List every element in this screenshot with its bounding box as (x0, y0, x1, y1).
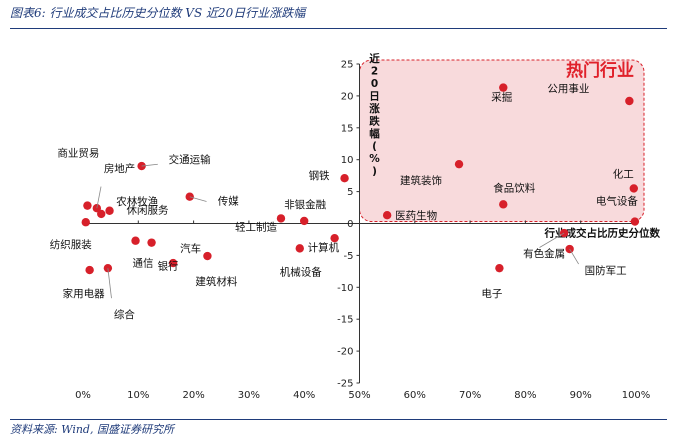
data-point (629, 184, 638, 193)
data-point (300, 216, 309, 226)
point-label: 有色金属 (523, 247, 565, 260)
point-label: 传媒 (218, 195, 239, 208)
point-label: 建筑材料 (195, 275, 237, 288)
leader-line (96, 186, 102, 209)
point-label: 通信 (133, 258, 154, 270)
y-tick-label: -25 (337, 379, 353, 390)
x-axis-title: 行业成交占比历史分位数 (544, 227, 661, 240)
point-label: 纺织服装 (50, 238, 92, 251)
leader-line (141, 163, 158, 167)
leader-line (539, 232, 565, 248)
data-point (147, 238, 156, 247)
y-tick-label: -10 (337, 283, 353, 294)
point-label: 建筑装饰 (400, 174, 442, 187)
leader-line (189, 196, 207, 202)
hot-region-layer: 热门行业 (359, 59, 645, 222)
page-title: 图表6: 行业成交占比历史分位数 VS 近20日行业涨跌幅 (10, 6, 306, 20)
point-label: 农林牧渔 (116, 195, 158, 208)
title-rule (10, 28, 667, 29)
source-note: 资料来源: Wind, 国盛证券研究所 (10, 423, 174, 436)
data-point (168, 258, 178, 268)
y-tick-label: 5 (347, 187, 353, 198)
point-label: 综合 (114, 308, 135, 321)
point-label: 采掘 (491, 91, 512, 104)
y-tick-label: 0 (347, 219, 353, 230)
data-point (625, 96, 634, 106)
x-tick-label: 20% (182, 390, 204, 401)
source-rule (10, 419, 667, 420)
point-label: 家用电器 (63, 287, 105, 300)
x-tick-label: 40% (293, 390, 315, 401)
y-tick-label: -20 (337, 347, 353, 358)
point-label: 房地产 (104, 162, 136, 175)
x-tick-label: 50% (348, 390, 370, 401)
x-tick-label: 90% (570, 390, 592, 401)
data-point (276, 214, 286, 223)
data-point (330, 233, 339, 243)
point-label: 电子 (481, 287, 502, 300)
data-point (295, 244, 304, 253)
point-label: 轻工制造 (235, 220, 277, 233)
data-point (85, 265, 94, 275)
leader-line (569, 248, 579, 265)
y-tick-label: 10 (341, 155, 354, 166)
point-label: 机械设备 (280, 265, 322, 278)
y-axis-title: 近 2 0 日涨跌幅(%) (369, 52, 380, 178)
point-label: 交通运输 (169, 153, 211, 166)
data-point (81, 218, 90, 227)
ticks-layer: 0% 10% 20% 30% 40% 50% 60% 70% 80% 90% 100% 25 20 15 1… (75, 52, 660, 401)
x-tick-label: 70% (459, 390, 481, 401)
point-label: 休闲服务 (127, 204, 169, 217)
y-tick-label: -15 (337, 315, 353, 326)
hot-region (359, 59, 645, 222)
data-point (103, 263, 113, 273)
point-label: 医药生物 (395, 209, 437, 222)
data-point (131, 236, 140, 245)
y-tick-label: 25 (341, 60, 354, 71)
data-point (495, 263, 504, 273)
point-label: 非银金融 (284, 198, 326, 211)
x-tick-label: 30% (238, 390, 260, 401)
x-tick-label: 80% (514, 390, 536, 401)
data-point (499, 200, 508, 209)
data-point (340, 174, 349, 183)
x-tick-label: 100% (622, 390, 651, 401)
leader-line (107, 268, 112, 299)
point-label: 国防军工 (585, 264, 627, 277)
data-point (499, 83, 508, 92)
point-label: 计算机 (308, 241, 340, 254)
y-tick-label: 15 (341, 123, 354, 134)
point-label: 银行 (158, 260, 179, 273)
data-point (203, 251, 212, 261)
hot-region-label: 热门行业 (566, 60, 634, 81)
point-label: 食品饮料 (493, 181, 535, 194)
data-point (105, 206, 114, 215)
points-layer (81, 83, 640, 275)
x-tick-label: 10% (127, 390, 149, 401)
y-tick-label: 20 (341, 91, 354, 102)
data-point (382, 211, 392, 220)
point-label: 钢铁 (309, 169, 330, 182)
x-tick-label: 0% (75, 390, 91, 401)
data-point (630, 217, 640, 226)
point-label: 化工 (613, 167, 634, 180)
point-label: 汽车 (180, 242, 201, 255)
data-point (83, 201, 92, 210)
data-point (454, 159, 464, 169)
point-label: 公用事业 (547, 82, 589, 95)
point-label: 电气设备 (596, 195, 638, 208)
data-point (97, 209, 106, 219)
y-tick-label: -5 (344, 251, 354, 262)
point-label: 商业贸易 (57, 147, 99, 160)
x-tick-label: 60% (404, 390, 426, 401)
